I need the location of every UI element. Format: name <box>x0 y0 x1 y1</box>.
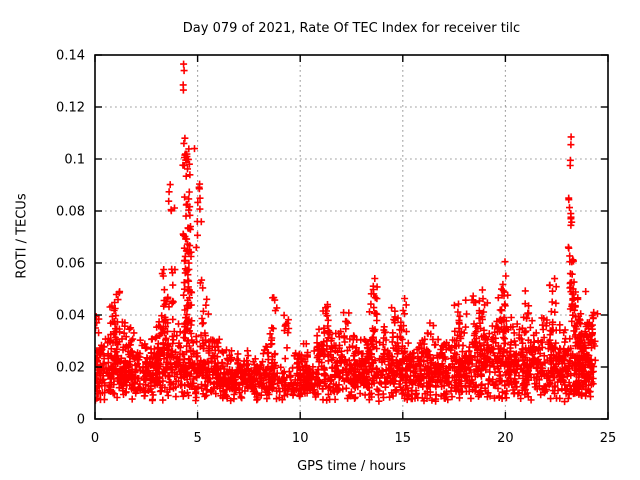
y-tick-labels: 0 0.02 0.04 0.06 0.08 0.1 0.12 0.14 <box>56 49 85 428</box>
plot-border <box>94 54 609 420</box>
x-tick-labels: 0 5 10 15 20 25 <box>91 431 616 446</box>
x-axis-label: GPS time / hours <box>297 459 406 474</box>
x-tick-label: 0 <box>91 431 99 446</box>
x-tick-label: 25 <box>600 431 617 446</box>
y-tick-label: 0.1 <box>64 153 85 168</box>
y-tick-label: 0.06 <box>56 257 85 272</box>
y-tick-label: 0 <box>77 413 85 428</box>
y-tick-label: 0.02 <box>56 361 85 376</box>
data-points <box>95 60 601 406</box>
y-tick-label: 0.08 <box>56 205 85 220</box>
x-tick-label: 10 <box>292 431 309 446</box>
grid-lines <box>95 55 608 419</box>
y-tick-label: 0.04 <box>56 309 85 324</box>
x-tick-label: 15 <box>395 431 412 446</box>
chart-title: Day 079 of 2021, Rate Of TEC Index for r… <box>182 21 521 36</box>
x-tick-label: 5 <box>193 431 201 446</box>
y-axis-label: ROTI / TECUs <box>14 193 30 279</box>
axis-ticks <box>94 54 609 420</box>
y-tick-label: 0.14 <box>56 49 85 64</box>
y-tick-label: 0.12 <box>56 101 85 116</box>
x-tick-label: 20 <box>497 431 514 446</box>
